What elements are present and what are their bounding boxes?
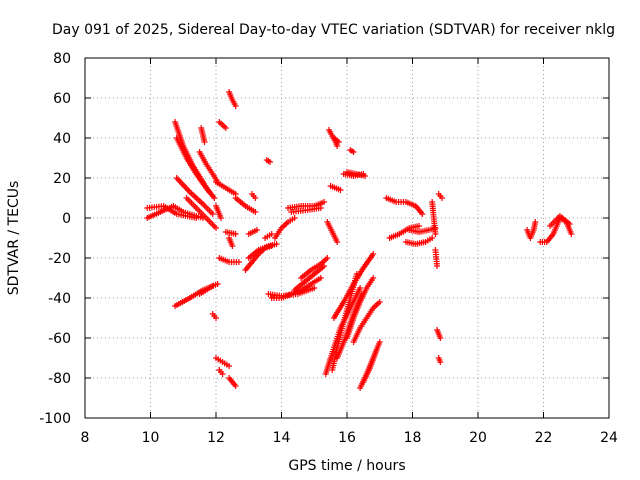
y-tick-label: 0 (62, 211, 71, 227)
data-point (211, 195, 218, 201)
data-point (226, 363, 233, 369)
y-tick-label: 80 (53, 51, 71, 67)
data-point (209, 211, 216, 217)
x-tick-label: 10 (142, 430, 160, 446)
y-axis-label: SDTVAR / TECUs (6, 181, 22, 296)
data-point (217, 215, 224, 221)
plot-frame (84, 57, 610, 419)
data-point (321, 199, 328, 205)
x-tick-label: 24 (600, 430, 618, 446)
data-point (252, 209, 259, 215)
x-tick-label: 12 (207, 430, 225, 446)
data-point (362, 173, 369, 179)
data-point (566, 221, 573, 227)
data-point (437, 359, 444, 365)
data-point (357, 285, 364, 291)
data-point (437, 335, 444, 341)
data-point (429, 235, 436, 241)
data-point (193, 215, 200, 221)
chart-title: Day 091 of 2025, Sidereal Day-to-day VTE… (52, 22, 615, 38)
y-tick-label: -40 (48, 291, 71, 307)
y-tick-label: -60 (48, 331, 71, 347)
data-point (268, 231, 275, 237)
data-point (235, 259, 242, 265)
data-point (219, 371, 226, 377)
data-point (370, 251, 377, 257)
grid-lines (85, 58, 609, 418)
data-point (209, 283, 216, 289)
x-tick-label: 20 (469, 430, 487, 446)
data-point (434, 263, 441, 269)
y-tick-label: 60 (53, 91, 71, 107)
data-point (334, 239, 341, 245)
data-point (416, 223, 423, 229)
data-point (376, 339, 383, 345)
data-point (438, 195, 445, 201)
data-point (373, 347, 380, 353)
data-point (317, 205, 324, 211)
data-point (376, 299, 383, 305)
data-point (253, 227, 260, 233)
data-point (232, 383, 239, 389)
y-tick-label: -20 (48, 251, 71, 267)
x-axis-label: GPS time / hours (288, 458, 405, 474)
data-point (568, 231, 575, 237)
data-point (252, 195, 259, 201)
data-point (532, 219, 539, 225)
data-point (419, 211, 426, 217)
data-point (324, 255, 331, 261)
data-point (232, 231, 239, 237)
data-point (232, 103, 239, 109)
data-point (337, 187, 344, 193)
x-tick-label: 22 (535, 430, 553, 446)
data-point (334, 143, 341, 149)
y-tick-label: 20 (53, 171, 71, 187)
x-tick-label: 16 (338, 430, 356, 446)
y-tick-labels: -100 -80 -60 -40 -20 0 20 40 60 80 (39, 51, 71, 427)
data-point (291, 215, 298, 221)
data-point (213, 225, 219, 231)
x-tick-label: 8 (81, 430, 90, 446)
data-point (201, 139, 208, 145)
x-tick-labels: 8 10 12 14 16 18 20 22 24 (81, 430, 618, 446)
x-tick-label: 18 (404, 430, 422, 446)
data-point (273, 241, 280, 247)
data-point (214, 281, 221, 287)
data-point (335, 139, 342, 145)
data-point (370, 275, 377, 281)
data-point (311, 285, 318, 291)
y-tick-label: -80 (48, 371, 71, 387)
data-point (350, 149, 357, 155)
x-tick-label: 14 (273, 430, 291, 446)
data-point (317, 275, 324, 281)
data-point (229, 243, 236, 249)
data-point (222, 125, 229, 131)
data-point (213, 315, 219, 321)
data-points (144, 89, 575, 391)
data-point (432, 231, 439, 237)
data-point (267, 159, 274, 165)
y-tick-label: -100 (39, 411, 71, 427)
y-tick-label: 40 (53, 131, 71, 147)
